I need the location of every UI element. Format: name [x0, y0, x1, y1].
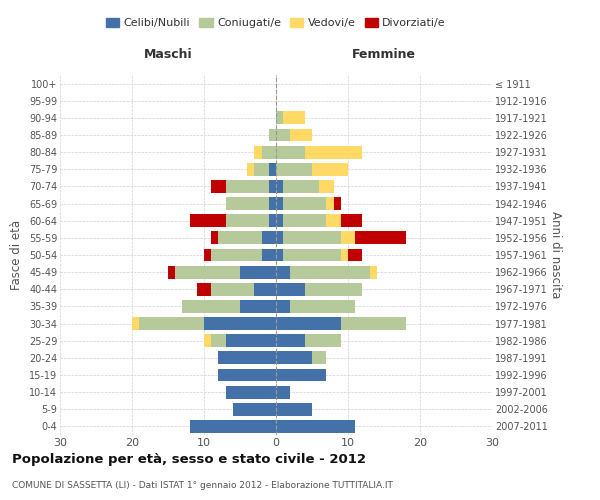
Bar	[276, 128, 290, 141]
Bar	[254, 283, 276, 296]
Bar	[233, 403, 276, 415]
Bar	[175, 266, 240, 278]
Bar	[211, 283, 254, 296]
Bar	[204, 248, 211, 262]
Bar	[276, 248, 283, 262]
Bar	[132, 317, 139, 330]
Bar	[211, 334, 226, 347]
Bar	[326, 197, 334, 210]
Bar	[226, 214, 269, 227]
Bar	[312, 163, 348, 175]
Bar	[276, 368, 326, 382]
Bar	[190, 214, 226, 227]
Bar	[204, 334, 211, 347]
Bar	[269, 128, 276, 141]
Bar	[168, 266, 175, 278]
Bar	[341, 248, 348, 262]
Bar	[276, 146, 305, 158]
Bar	[226, 386, 276, 398]
Bar	[276, 386, 290, 398]
Legend: Celibi/Nubili, Coniugati/e, Vedovi/e, Divorziati/e: Celibi/Nubili, Coniugati/e, Vedovi/e, Di…	[101, 13, 451, 32]
Bar	[290, 266, 370, 278]
Bar	[283, 248, 341, 262]
Bar	[341, 232, 355, 244]
Bar	[283, 197, 326, 210]
Bar	[247, 163, 254, 175]
Bar	[211, 232, 218, 244]
Bar	[276, 317, 341, 330]
Bar	[305, 146, 362, 158]
Bar	[262, 146, 276, 158]
Bar	[334, 197, 341, 210]
Bar	[240, 266, 276, 278]
Bar	[211, 248, 262, 262]
Bar	[276, 232, 283, 244]
Bar	[197, 283, 211, 296]
Text: Femmine: Femmine	[352, 48, 416, 62]
Bar	[283, 180, 319, 193]
Bar	[276, 112, 283, 124]
Bar	[305, 283, 362, 296]
Bar	[283, 214, 326, 227]
Bar	[269, 163, 276, 175]
Bar	[341, 317, 406, 330]
Bar	[262, 232, 276, 244]
Bar	[276, 300, 290, 313]
Bar	[182, 300, 240, 313]
Bar	[276, 420, 355, 433]
Bar	[226, 180, 269, 193]
Bar	[269, 180, 276, 193]
Bar	[276, 180, 283, 193]
Bar	[211, 180, 226, 193]
Bar	[254, 163, 269, 175]
Text: COMUNE DI SASSETTA (LI) - Dati ISTAT 1° gennaio 2012 - Elaborazione TUTTITALIA.I: COMUNE DI SASSETTA (LI) - Dati ISTAT 1° …	[12, 480, 393, 490]
Bar	[283, 232, 341, 244]
Bar	[190, 420, 276, 433]
Bar	[305, 334, 341, 347]
Bar	[269, 197, 276, 210]
Text: Popolazione per età, sesso e stato civile - 2012: Popolazione per età, sesso e stato civil…	[12, 452, 366, 466]
Bar	[276, 403, 312, 415]
Bar	[262, 248, 276, 262]
Bar	[276, 266, 290, 278]
Bar	[276, 283, 305, 296]
Bar	[370, 266, 377, 278]
Y-axis label: Fasce di età: Fasce di età	[10, 220, 23, 290]
Bar	[254, 146, 262, 158]
Bar	[290, 300, 355, 313]
Bar	[269, 214, 276, 227]
Bar	[276, 197, 283, 210]
Y-axis label: Anni di nascita: Anni di nascita	[548, 212, 562, 298]
Bar	[276, 352, 312, 364]
Bar	[226, 197, 269, 210]
Bar	[326, 214, 341, 227]
Bar	[276, 163, 312, 175]
Bar	[341, 214, 362, 227]
Bar	[276, 334, 305, 347]
Bar	[218, 352, 276, 364]
Bar	[283, 112, 305, 124]
Bar	[319, 180, 334, 193]
Bar	[204, 317, 276, 330]
Bar	[355, 232, 406, 244]
Bar	[276, 214, 283, 227]
Bar	[226, 334, 276, 347]
Bar	[240, 300, 276, 313]
Text: Maschi: Maschi	[143, 48, 193, 62]
Bar	[139, 317, 204, 330]
Bar	[348, 248, 362, 262]
Bar	[218, 232, 262, 244]
Bar	[290, 128, 312, 141]
Bar	[312, 352, 326, 364]
Bar	[218, 368, 276, 382]
